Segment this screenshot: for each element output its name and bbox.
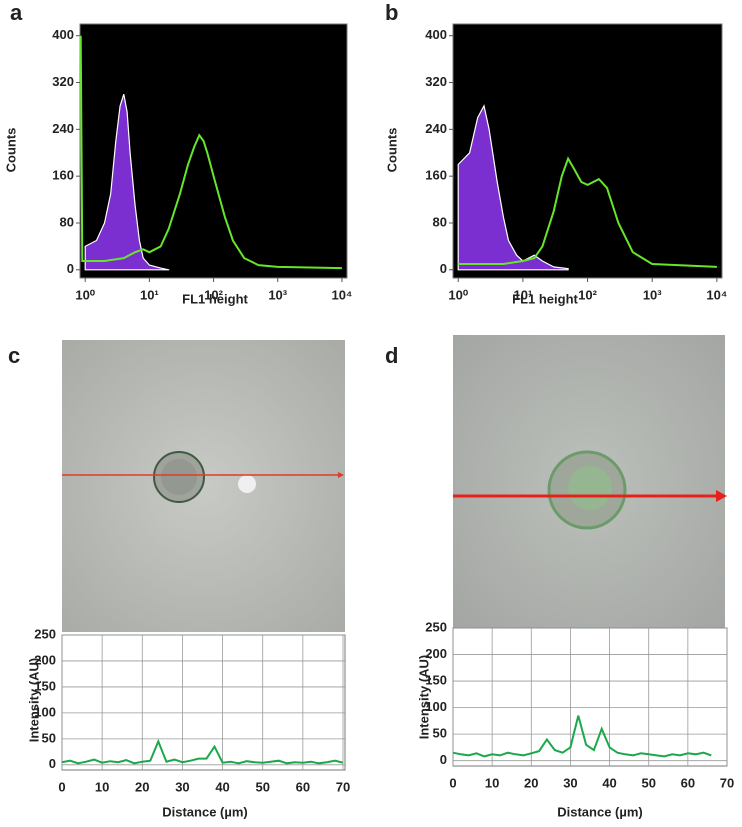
x-tick-label: 10¹ [140,287,159,302]
line [79,35,342,270]
x-axis-title: FL1 height [512,291,578,306]
y-tick-label: 240 [425,121,447,136]
x-tick-label: 10 [95,779,109,794]
x-tick-label: 60 [681,775,695,790]
y-tick-label: 200 [34,652,56,667]
y-tick-label: 0 [440,752,447,767]
x-tick-label: 20 [524,775,538,790]
line [452,715,712,758]
y-tick-label: 200 [425,646,447,661]
x-axis-title: Distance (µm) [162,804,248,819]
y-tick-label: 150 [425,673,447,688]
plot-area [452,627,728,767]
x-tick-label: 10⁰ [448,287,468,302]
area [84,94,170,271]
y-tick-label: 240 [52,121,74,136]
line [61,738,344,765]
x-tick-label: 10⁴ [706,287,727,302]
x-tick-label: 10³ [643,287,662,302]
line [458,156,717,268]
x-tick-label: 70 [336,779,350,794]
panel-label: d [385,343,398,368]
y-tick-label: 250 [34,626,56,641]
y-tick-label: 100 [425,699,447,714]
y-tick-label: 150 [34,678,56,693]
y-tick-label: 50 [42,730,56,745]
plot-area [61,634,346,771]
panel-label: a [10,0,23,25]
micrograph-d [453,335,727,628]
y-axis-title: Intensity (AU) [416,655,431,740]
x-tick-label: 40 [215,779,229,794]
x-tick-label: 10³ [268,287,287,302]
area [457,104,569,271]
y-tick-label: 0 [440,261,447,276]
panel-label: c [8,343,20,368]
y-tick-label: 400 [52,27,74,42]
x-tick-label: 20 [135,779,149,794]
y-tick-label: 80 [433,214,447,229]
y-axis-title: Counts [384,128,399,173]
x-tick-label: 10 [485,775,499,790]
y-tick-label: 160 [52,168,74,183]
x-axis-title: Distance (µm) [557,804,643,819]
x-tick-label: 30 [563,775,577,790]
y-tick-label: 0 [67,261,74,276]
micrograph-c [62,340,345,632]
x-tick-label: 40 [602,775,616,790]
y-tick-label: 0 [49,756,56,771]
x-tick-label: 0 [58,779,65,794]
panel-label: b [385,0,398,25]
y-axis-title: Intensity (AU) [26,658,41,743]
x-tick-label: 70 [720,775,734,790]
x-tick-label: 50 [641,775,655,790]
y-tick-label: 320 [425,74,447,89]
y-tick-label: 100 [34,704,56,719]
x-tick-label: 10¹ [513,287,532,302]
y-tick-label: 50 [433,726,447,741]
x-tick-label: 60 [296,779,310,794]
x-tick-label: 10⁴ [331,287,352,302]
x-tick-label: 10² [204,287,223,302]
y-tick-label: 250 [425,619,447,634]
x-tick-label: 50 [255,779,269,794]
y-tick-label: 320 [52,74,74,89]
x-tick-label: 10² [578,287,597,302]
x-tick-label: 0 [449,775,456,790]
y-tick-label: 80 [60,214,74,229]
x-axis-title: FL1 height [182,291,248,306]
y-tick-label: 400 [425,27,447,42]
y-axis-title: Counts [3,128,18,173]
x-tick-label: 30 [175,779,189,794]
y-tick-label: 160 [425,168,447,183]
x-tick-label: 10⁰ [75,287,95,302]
